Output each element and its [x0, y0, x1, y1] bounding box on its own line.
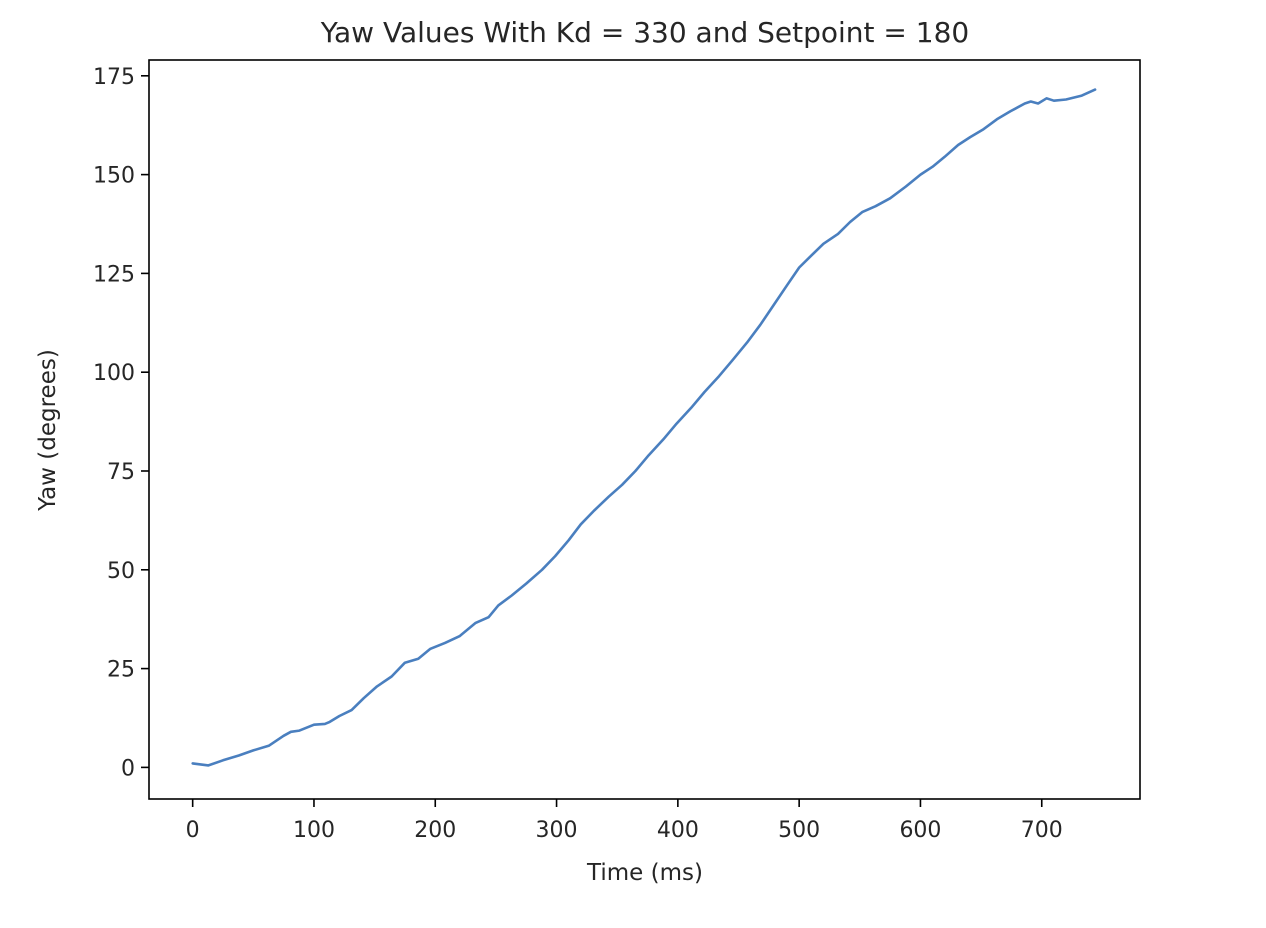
plot-area	[191, 88, 1097, 767]
x-tick-label: 700	[1021, 818, 1063, 843]
chart-title: Yaw Values With Kd = 330 and Setpoint = …	[320, 16, 969, 49]
y-axis: 0 25 50 75 100 125 150 175	[93, 65, 149, 781]
y-axis-title: Yaw (degrees)	[35, 349, 61, 512]
x-tick-label: 600	[899, 818, 941, 843]
x-tick-label: 400	[657, 818, 699, 843]
y-tick-label: 150	[93, 164, 135, 189]
plot-frame	[148, 59, 1141, 800]
y-tick-label: 50	[107, 559, 135, 584]
x-tick-label: 300	[536, 818, 578, 843]
y-tick-label: 75	[107, 460, 135, 485]
x-axis-title: Time (ms)	[586, 860, 703, 886]
x-tick-label: 500	[778, 818, 820, 843]
x-axis: 0 100 200 300 400 500 600 700	[186, 799, 1063, 843]
x-tick-label: 0	[186, 818, 200, 843]
series-line-0	[191, 88, 1097, 767]
y-tick-label: 125	[93, 262, 135, 287]
y-tick-label: 175	[93, 65, 135, 90]
y-tick-label: 0	[121, 756, 135, 781]
x-tick-label: 200	[414, 818, 456, 843]
y-tick-label: 100	[93, 361, 135, 386]
y-tick-label: 25	[107, 658, 135, 683]
x-tick-label: 100	[293, 818, 335, 843]
